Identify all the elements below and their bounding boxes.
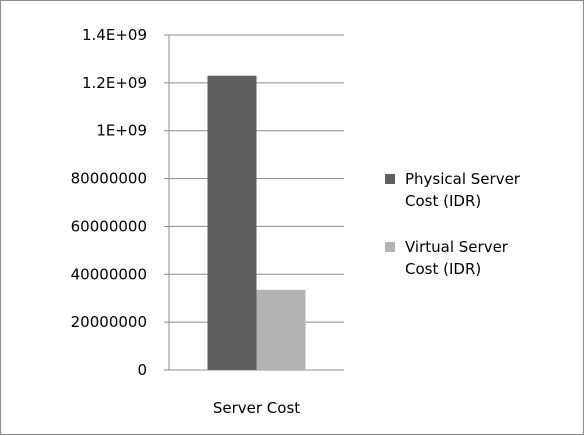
legend-label: Physical Server: [405, 170, 521, 188]
y-tick-label: 1E+09: [96, 122, 147, 140]
y-tick-label: 60000000: [71, 217, 147, 235]
x-tick-labels: Server Cost: [213, 399, 300, 417]
legend-label: Virtual Server: [405, 238, 509, 256]
y-tick-label: 80000000: [71, 170, 147, 188]
y-tick-label: 20000000: [71, 313, 147, 331]
x-tick-label: Server Cost: [213, 399, 300, 417]
y-tick-label: 1.2E+09: [82, 74, 147, 92]
legend-swatch: [385, 242, 395, 252]
y-tick-labels: 0 20000000 40000000 60000000 80000000 1E+09 1.…: [71, 26, 147, 379]
legend-label: Cost (IDR): [405, 260, 481, 278]
y-tick-label: 1.4E+09: [82, 26, 147, 44]
legend-swatch: [385, 174, 395, 184]
y-tick-label: 40000000: [71, 265, 147, 283]
legend-label: Cost (IDR): [405, 192, 481, 210]
bar-physical-server-cost: [207, 75, 257, 370]
bars: [207, 75, 306, 370]
legend: Physical Server Cost (IDR) Virtual Server C…: [385, 170, 521, 278]
bar-virtual-server-cost: [256, 289, 306, 370]
y-tick-label: 0: [137, 361, 147, 379]
